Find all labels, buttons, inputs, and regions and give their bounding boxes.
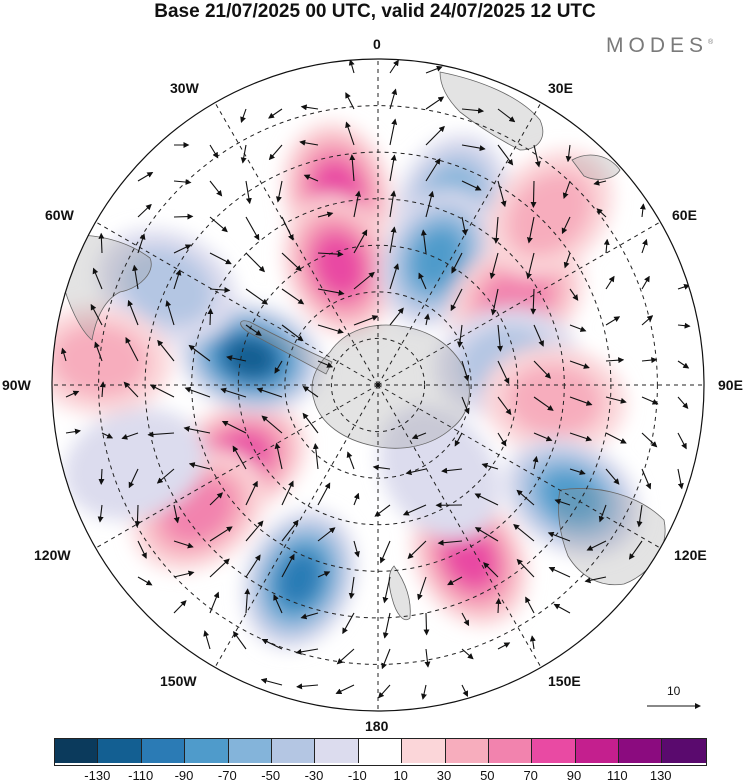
colorbar-swatch	[315, 739, 358, 763]
colorbar-swatch	[359, 739, 402, 763]
longitude-label-120w: 120W	[34, 547, 71, 563]
wind-vector	[498, 599, 499, 613]
colorbar-tick-label: -50	[261, 768, 280, 783]
colorbar-swatch	[619, 739, 662, 763]
longitude-label-120e: 120E	[674, 547, 707, 563]
colorbar-swatch	[185, 739, 228, 763]
colorbar-swatch	[532, 739, 575, 763]
longitude-label-30w: 30W	[170, 80, 199, 96]
colorbar-swatch	[662, 739, 705, 763]
colorbar-tick-label: 90	[567, 768, 581, 783]
colorbar-tick-label: 70	[523, 768, 537, 783]
colorbar-tick-label: -10	[348, 768, 367, 783]
page-title: Base 21/07/2025 00 UTC, valid 24/07/2025…	[0, 0, 750, 24]
colorbar-swatch	[402, 739, 445, 763]
brand-logo: MODES®	[606, 34, 713, 58]
colorbar-tick-label: -90	[175, 768, 194, 783]
wind-vector	[533, 181, 534, 207]
colorbar-swatch	[98, 739, 141, 763]
registered-mark: ®	[708, 39, 713, 46]
colorbar-swatch	[446, 739, 489, 763]
colorbar-tick-label: -70	[218, 768, 237, 783]
longitude-label-30e: 30E	[548, 80, 573, 96]
wind-vector	[210, 309, 211, 325]
colorbar-swatch	[55, 739, 98, 763]
longitude-label-150e: 150E	[548, 673, 581, 689]
colorbar-swatch	[489, 739, 532, 763]
brand-text: MODES	[606, 34, 708, 57]
colorbar-tick-label: 130	[650, 768, 672, 783]
colorbar-tick-label: 110	[607, 768, 628, 783]
south-pole-marker	[376, 383, 380, 387]
colorbar-tick-label: 50	[480, 768, 494, 783]
colorbar-swatch	[229, 739, 272, 763]
longitude-label-180: 180	[365, 718, 388, 734]
longitude-label-0: 0	[373, 36, 381, 52]
vector-scale-label: 10	[667, 684, 680, 698]
wind-vector	[426, 613, 427, 635]
longitude-label-60w: 60W	[45, 207, 74, 223]
longitude-label-90e: 90E	[718, 377, 743, 393]
wind-vector	[137, 505, 138, 526]
longitude-label-150w: 150W	[160, 673, 197, 689]
colorbar	[54, 738, 707, 766]
colorbar-swatch	[142, 739, 185, 763]
colorbar-swatch	[576, 739, 619, 763]
longitude-label-60e: 60E	[672, 207, 697, 223]
colorbar-tick-label: -130	[84, 768, 110, 783]
longitude-label-90w: 90W	[2, 377, 31, 393]
colorbar-swatch	[272, 739, 315, 763]
colorbar-tick-label: 30	[437, 768, 451, 783]
colorbar-tick-label: -30	[305, 768, 324, 783]
colorbar-tick-label: -110	[128, 768, 153, 783]
wind-vector	[174, 216, 192, 217]
colorbar-tick-label: 10	[393, 768, 407, 783]
colorbar-ticks: -130 -110 -90 -70 -50 -30 -10 10 30 50 70 90 110 130	[54, 768, 704, 784]
